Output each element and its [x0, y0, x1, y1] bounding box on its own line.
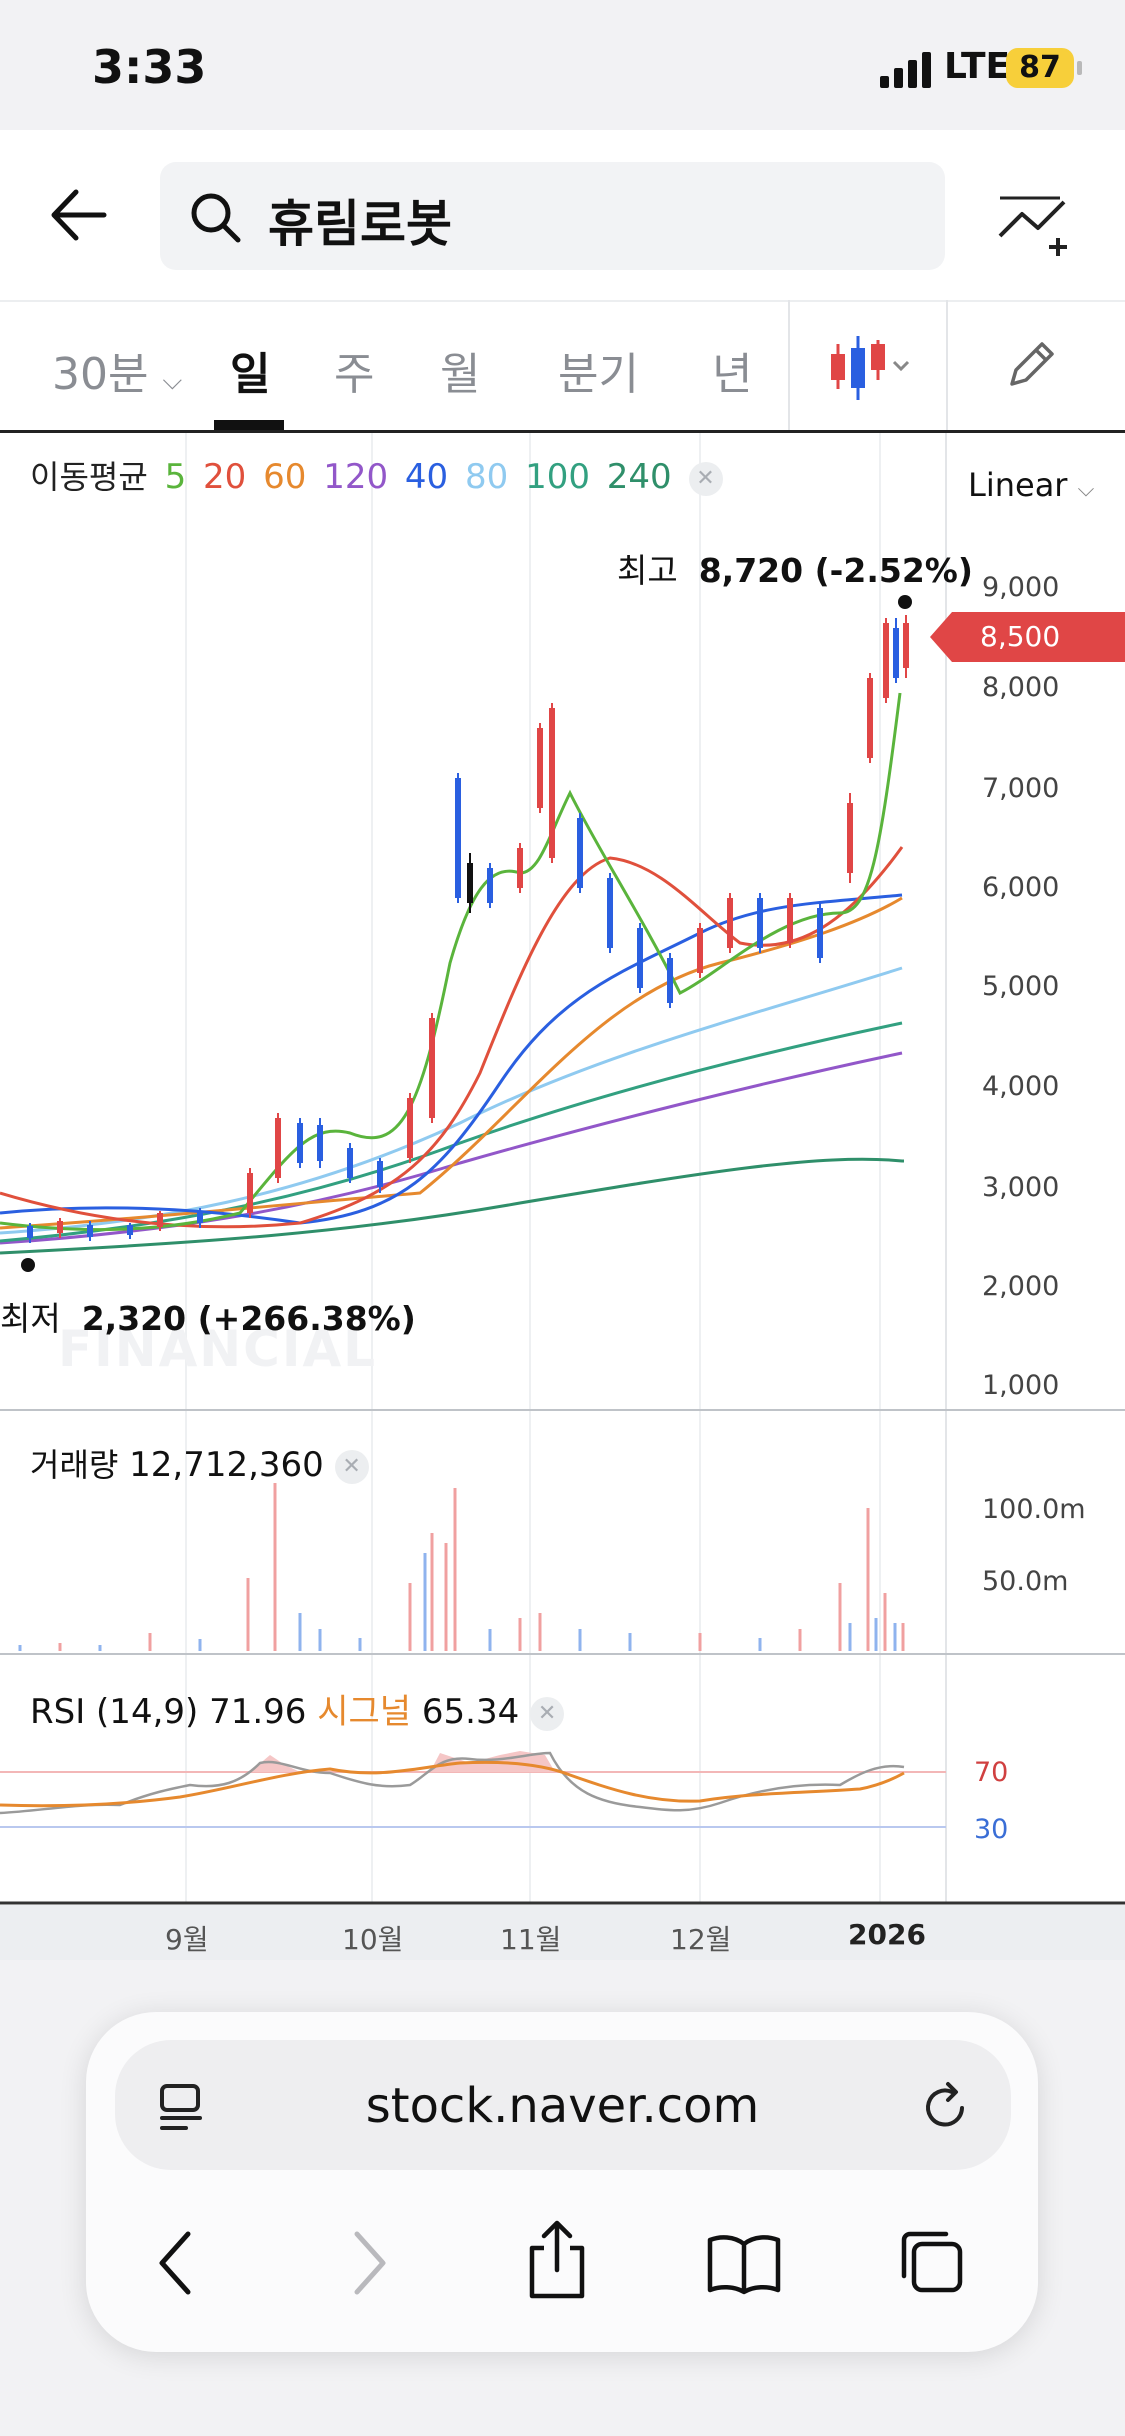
x-tick: 12월 — [670, 1923, 732, 1956]
reload-icon[interactable] — [918, 2080, 972, 2134]
browser-forward-icon[interactable] — [345, 2228, 395, 2298]
search-icon — [191, 193, 241, 243]
tab-30min-label: 30분 — [52, 349, 149, 400]
ma-60: 60 — [263, 457, 307, 497]
chart-compare-icon[interactable] — [996, 188, 1076, 258]
high-value-text: 8,720 (-2.52%) — [698, 551, 973, 590]
low-label-text: 최저 — [0, 1299, 61, 1338]
bookmarks-icon[interactable] — [706, 2232, 782, 2296]
rsi-signal-value: 65.34 — [421, 1692, 520, 1732]
tab-year[interactable]: 년 — [712, 349, 753, 400]
active-tab-indicator — [214, 420, 284, 430]
y-tick: 7,000 — [982, 773, 1060, 804]
y-tick: 6,000 — [982, 872, 1060, 903]
rsi-label-text: RSI (14,9) — [30, 1692, 199, 1732]
pencil-icon[interactable] — [1004, 336, 1060, 392]
page-menu-icon[interactable] — [156, 2080, 210, 2134]
y-tick: 4,000 — [982, 1071, 1060, 1102]
back-arrow-icon[interactable] — [44, 180, 114, 250]
stock-chart[interactable] — [0, 433, 1125, 1923]
rsi-label: RSI (14,9) 71.96 시그널 65.34 ✕ — [30, 1684, 565, 1733]
chevron-down-icon: ⌵ — [1077, 477, 1095, 502]
signal-icon — [880, 52, 932, 88]
close-icon[interactable]: ✕ — [530, 1696, 565, 1731]
tab-bar-bottom-border — [0, 430, 1125, 433]
search-input[interactable] — [160, 162, 945, 270]
tab-30min[interactable]: 30분 ⌵ — [52, 338, 182, 402]
status-time: 3:33 — [92, 40, 207, 94]
url-bar[interactable] — [115, 2040, 1011, 2170]
tab-quarter[interactable]: 분기 — [558, 349, 639, 400]
moving-average-legend: 이동평균 5 20 60 120 40 80 100 240 ✕ — [30, 452, 729, 498]
divider — [788, 300, 790, 430]
volume-y-tick: 50.0m — [982, 1566, 1069, 1597]
tab-day[interactable]: 일 — [230, 349, 271, 400]
x-tick: 10월 — [342, 1923, 404, 1956]
y-tick: 9,000 — [982, 572, 1060, 603]
volume-value: 12,712,360 — [129, 1445, 324, 1485]
y-tick: 5,000 — [982, 971, 1060, 1002]
close-icon[interactable]: ✕ — [688, 461, 723, 496]
x-tick: 9월 — [165, 1923, 209, 1956]
divider — [946, 300, 948, 430]
share-icon[interactable] — [522, 2218, 592, 2302]
rsi-value: 71.96 — [209, 1692, 307, 1732]
volume-label: 거래량 12,712,360 ✕ — [30, 1440, 369, 1486]
ma-80: 80 — [464, 457, 509, 497]
volume-label-text: 거래량 — [30, 1446, 119, 1484]
high-price-label: 최고 8,720 (-2.52%) — [617, 544, 973, 592]
ma-100: 100 — [525, 457, 590, 497]
search-value: 휴림로봇 — [268, 195, 452, 253]
url-text: stock.naver.com — [365, 2078, 760, 2134]
watermark: FINANCIAL — [58, 1320, 378, 1378]
high-label-text: 최고 — [617, 551, 678, 590]
close-icon[interactable]: ✕ — [334, 1449, 369, 1484]
ma-20: 20 — [203, 457, 247, 497]
x-tick: 11월 — [500, 1923, 562, 1956]
battery-cap — [1077, 61, 1082, 75]
low-price-label: 최저 2,320 (+266.38%) — [0, 1292, 416, 1340]
y-tick: 3,000 — [982, 1172, 1060, 1203]
scale-mode-value: Linear — [968, 466, 1068, 504]
interval-tab-bar — [0, 300, 1125, 434]
scale-mode-select[interactable]: Linear ⌵ — [968, 466, 1094, 504]
y-tick: 2,000 — [982, 1271, 1060, 1302]
low-value-text: 2,320 (+266.38%) — [81, 1299, 416, 1338]
y-tick: 8,000 — [982, 672, 1060, 703]
browser-back-icon[interactable] — [150, 2228, 200, 2298]
rsi-level-70: 70 — [974, 1757, 1009, 1788]
network-type: LTE — [944, 46, 1011, 87]
legend-label: 이동평균 — [30, 458, 148, 496]
tab-week[interactable]: 주 — [334, 349, 375, 400]
current-price-tag: 8,500 — [930, 612, 1125, 662]
tab-month[interactable]: 월 — [440, 349, 481, 400]
ma-40: 40 — [404, 457, 449, 497]
ma-240: 240 — [606, 457, 672, 497]
volume-y-tick: 100.0m — [982, 1494, 1086, 1525]
x-tick: 2026 — [848, 1918, 926, 1951]
battery-icon: 87 — [1006, 48, 1074, 88]
candle-type-icon[interactable] — [828, 334, 918, 404]
ma-120: 120 — [323, 457, 389, 497]
rsi-level-30: 30 — [974, 1814, 1009, 1845]
ma-5: 5 — [164, 457, 187, 497]
x-axis-strip — [0, 1905, 1125, 1960]
chart-panel — [0, 433, 1125, 1905]
tabs-icon[interactable] — [896, 2226, 968, 2298]
rsi-signal-label: 시그널 — [317, 1692, 412, 1732]
status-bar — [0, 0, 1125, 130]
y-tick: 1,000 — [982, 1370, 1060, 1401]
chevron-down-icon: ⌵ — [162, 366, 183, 396]
